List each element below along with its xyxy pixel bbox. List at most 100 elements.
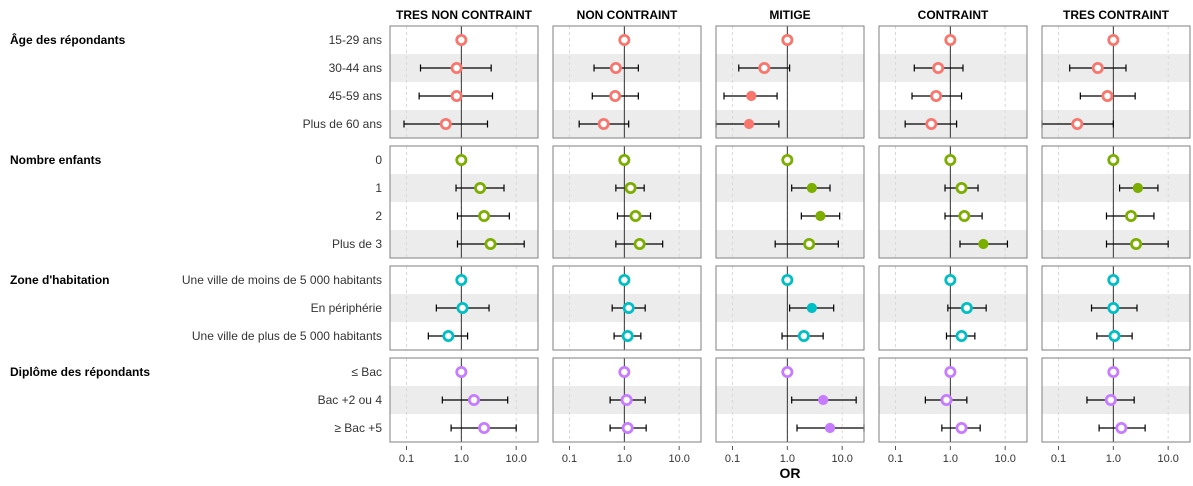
estimate-point [1115,421,1128,434]
x-tick-label: 1.0 [780,453,795,465]
x-tick-label: 10.0 [994,453,1015,465]
estimate-point [1107,34,1120,47]
x-tick-label: 1.0 [943,453,958,465]
estimate-point [621,421,634,434]
estimate-point [958,209,971,222]
panel-border [878,145,1028,259]
estimate-point [806,302,817,314]
estimate-point [803,237,816,250]
estimate-point [624,181,637,194]
panel-border [1041,265,1191,351]
estimate-point [978,238,989,250]
estimate-point [758,62,771,75]
estimate-point [1108,329,1121,342]
estimate-point [1091,62,1104,75]
estimate-point [797,329,810,342]
estimate-point [618,365,631,378]
estimate-point [618,273,631,286]
estimate-point [455,34,468,47]
panel-border [552,145,702,259]
estimate-point [1107,365,1120,378]
estimate-point [1101,90,1114,103]
estimate-point [746,90,757,102]
x-tick-label: 10.0 [505,453,526,465]
estimate-point [1107,153,1120,166]
estimate-point [815,210,826,222]
estimate-point [621,329,634,342]
estimate-point [955,329,968,342]
estimate-point [781,34,794,47]
panel-border [715,265,865,351]
estimate-point [925,118,938,131]
row-label: ≥ Bac +5 [334,421,382,435]
row-label: 2 [375,209,382,223]
x-axis-title: OR [780,465,801,481]
estimate-point [622,301,635,314]
estimate-point [806,182,817,194]
estimate-point [439,118,452,131]
row-stripe [1042,174,1190,202]
panel-border [1041,145,1191,259]
estimate-point [824,422,836,434]
panel-border [878,25,1028,139]
estimate-point [1130,237,1143,250]
row-label: Plus de 3 [332,237,382,251]
panel-border [878,357,1028,443]
estimate-point [960,301,973,314]
estimate-point [450,90,463,103]
estimate-point [1132,182,1143,194]
panel-border [715,145,865,259]
estimate-point [944,153,957,166]
panel-border [715,357,865,443]
row-label: Plus de 60 ans [303,117,382,131]
estimate-point [955,421,968,434]
panel-title: TRES NON CONTRAINT [396,8,533,22]
panel-border [552,25,702,139]
estimate-point [456,301,469,314]
panel-border [1041,25,1191,139]
panel-border [715,25,865,139]
group-label: Zone d'habitation [10,273,110,287]
estimate-point [955,181,968,194]
panel-border [552,265,702,351]
x-tick-label: 0.1 [399,453,414,465]
x-tick-label: 1.0 [1106,453,1121,465]
panel-border [389,145,539,259]
estimate-point [450,62,463,75]
row-label: 15-29 ans [329,33,382,47]
panel-border [1041,357,1191,443]
estimate-point [781,273,794,286]
estimate-point [478,209,491,222]
panel-border [389,265,539,351]
estimate-point [629,209,642,222]
estimate-point [442,329,455,342]
estimate-point [1107,301,1120,314]
estimate-point [618,153,631,166]
estimate-point [1071,118,1084,131]
estimate-point [455,273,468,286]
x-tick-label: 0.1 [562,453,577,465]
estimate-point [484,237,497,250]
panel-border [878,265,1028,351]
estimate-point [932,62,945,75]
group-label: Nombre enfants [10,153,102,167]
group-label: Âge des répondants [10,32,126,47]
panel-title: NON CONTRAINT [577,8,678,22]
estimate-point [620,393,633,406]
x-tick-label: 10.0 [831,453,852,465]
x-tick-label: 0.1 [725,453,740,465]
estimate-point [633,237,646,250]
row-label: 1 [375,181,382,195]
row-label: Une ville de plus de 5 000 habitants [192,329,382,343]
panel-border [389,25,539,139]
estimate-point [618,34,631,47]
x-tick-label: 10.0 [668,453,689,465]
estimate-point [944,365,957,378]
estimate-point [467,393,480,406]
row-label: Bac +2 ou 4 [318,393,383,407]
row-label: En périphérie [311,301,383,315]
x-tick-label: 0.1 [888,453,903,465]
estimate-point [743,118,755,130]
